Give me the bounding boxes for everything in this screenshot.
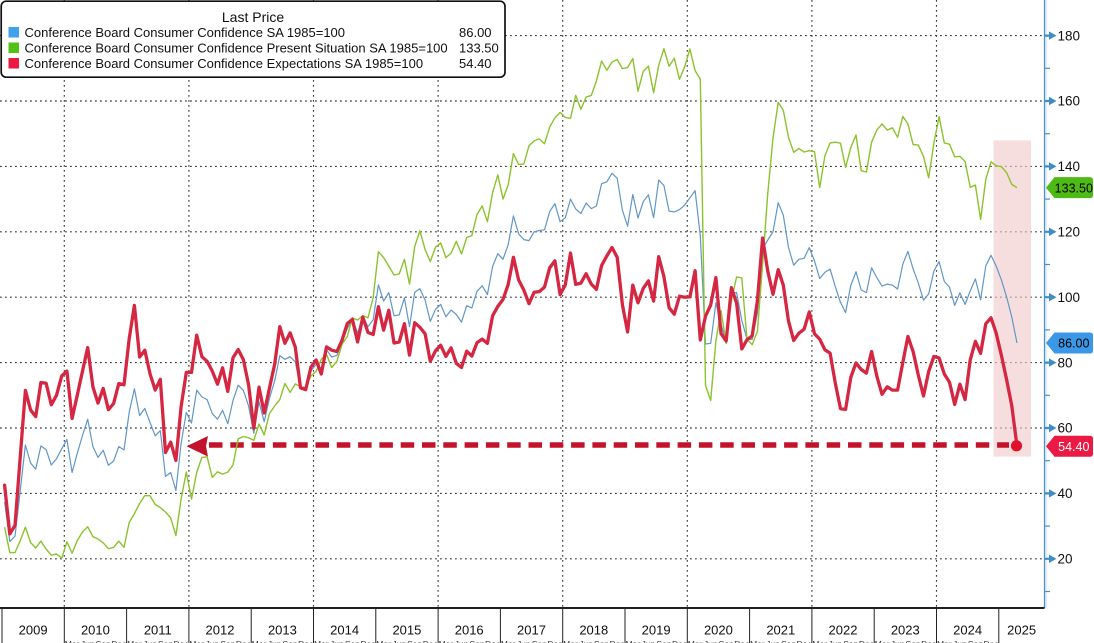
svg-text:Dec: Dec <box>360 639 376 643</box>
svg-text:Sep: Sep <box>220 639 235 643</box>
svg-text:Jun: Jun <box>642 639 656 643</box>
svg-text:86.00: 86.00 <box>1058 337 1089 351</box>
svg-text:180: 180 <box>1058 28 1081 43</box>
svg-text:100: 100 <box>1058 290 1081 305</box>
svg-text:Dec: Dec <box>610 639 626 643</box>
svg-text:Dec: Dec <box>423 639 439 643</box>
svg-text:Mar: Mar <box>563 639 578 643</box>
svg-text:Mar: Mar <box>625 639 640 643</box>
svg-text:Dec: Dec <box>298 639 314 643</box>
svg-text:2024: 2024 <box>953 623 982 638</box>
svg-text:Jun: Jun <box>392 639 406 643</box>
svg-text:Dec: Dec <box>547 639 563 643</box>
svg-text:Jun: Jun <box>517 639 531 643</box>
svg-text:2009: 2009 <box>19 623 48 638</box>
svg-text:2025: 2025 <box>1007 623 1036 638</box>
svg-text:2015: 2015 <box>392 623 421 638</box>
svg-text:2012: 2012 <box>206 623 235 638</box>
svg-text:Dec: Dec <box>921 639 937 643</box>
svg-text:54.40: 54.40 <box>459 56 492 71</box>
svg-text:Sep: Sep <box>781 639 796 643</box>
svg-text:2020: 2020 <box>704 623 733 638</box>
svg-text:120: 120 <box>1058 225 1081 240</box>
svg-text:Jun: Jun <box>330 639 344 643</box>
svg-text:Dec: Dec <box>485 639 501 643</box>
svg-text:Mar: Mar <box>65 639 80 643</box>
svg-text:Conference Board Consumer Conf: Conference Board Consumer Confidence Pre… <box>25 41 448 56</box>
svg-text:Mar: Mar <box>812 639 827 643</box>
svg-text:Mar: Mar <box>314 639 329 643</box>
svg-text:Sep: Sep <box>843 639 858 643</box>
svg-text:Jun: Jun <box>579 639 593 643</box>
svg-text:2018: 2018 <box>579 623 608 638</box>
svg-text:Jun: Jun <box>766 639 780 643</box>
svg-text:2016: 2016 <box>455 623 484 638</box>
svg-text:Dec: Dec <box>174 639 190 643</box>
svg-text:Jun: Jun <box>143 639 157 643</box>
svg-text:2010: 2010 <box>81 623 110 638</box>
svg-text:Sep: Sep <box>345 639 360 643</box>
svg-text:Dec: Dec <box>983 639 999 643</box>
svg-text:Sep: Sep <box>906 639 921 643</box>
svg-text:Mar: Mar <box>252 639 267 643</box>
svg-text:Mar: Mar <box>127 639 142 643</box>
svg-text:2022: 2022 <box>829 623 858 638</box>
svg-text:Mar: Mar <box>750 639 765 643</box>
svg-text:54.40: 54.40 <box>1058 440 1089 454</box>
svg-text:Mar: Mar <box>688 639 703 643</box>
svg-text:Last Price: Last Price <box>222 9 284 25</box>
svg-text:2019: 2019 <box>642 623 671 638</box>
svg-text:2021: 2021 <box>766 623 795 638</box>
svg-text:133.50: 133.50 <box>459 41 499 56</box>
svg-text:Dec: Dec <box>859 639 875 643</box>
svg-text:2017: 2017 <box>517 623 546 638</box>
svg-text:Sep: Sep <box>469 639 484 643</box>
svg-text:2011: 2011 <box>144 623 172 638</box>
svg-text:40: 40 <box>1058 486 1073 501</box>
svg-text:86.00: 86.00 <box>459 25 492 40</box>
svg-text:Dec: Dec <box>672 639 688 643</box>
svg-text:Sep: Sep <box>719 639 734 643</box>
svg-text:2014: 2014 <box>330 623 359 638</box>
svg-text:Mar: Mar <box>189 639 204 643</box>
svg-text:Sep: Sep <box>407 639 422 643</box>
svg-text:Dec: Dec <box>734 639 750 643</box>
svg-text:Dec: Dec <box>111 639 127 643</box>
svg-text:Jun: Jun <box>268 639 282 643</box>
svg-text:Conference Board Consumer Conf: Conference Board Consumer Confidence SA … <box>25 25 346 40</box>
svg-text:Conference Board Consumer Conf: Conference Board Consumer Confidence Exp… <box>25 56 424 71</box>
svg-text:Mar: Mar <box>439 639 454 643</box>
svg-text:133.50: 133.50 <box>1055 181 1093 195</box>
svg-text:Sep: Sep <box>594 639 609 643</box>
svg-text:Dec: Dec <box>797 639 813 643</box>
svg-text:Mar: Mar <box>875 639 890 643</box>
svg-text:Dec: Dec <box>236 639 252 643</box>
svg-text:Sep: Sep <box>158 639 173 643</box>
svg-text:Jun: Jun <box>953 639 967 643</box>
svg-text:2023: 2023 <box>891 623 920 638</box>
svg-text:Sep: Sep <box>283 639 298 643</box>
svg-text:Jun: Jun <box>828 639 842 643</box>
svg-text:80: 80 <box>1058 355 1073 370</box>
svg-text:20: 20 <box>1058 552 1073 567</box>
svg-text:Mar: Mar <box>937 639 952 643</box>
svg-text:60: 60 <box>1058 421 1073 436</box>
svg-text:Sep: Sep <box>532 639 547 643</box>
svg-text:160: 160 <box>1058 94 1081 109</box>
svg-text:140: 140 <box>1058 159 1081 174</box>
svg-text:Jun: Jun <box>205 639 219 643</box>
svg-text:Jun: Jun <box>81 639 95 643</box>
svg-text:Sep: Sep <box>656 639 671 643</box>
svg-text:Mar: Mar <box>501 639 516 643</box>
svg-text:Jun: Jun <box>704 639 718 643</box>
svg-text:Mar: Mar <box>376 639 391 643</box>
svg-text:Jun: Jun <box>891 639 905 643</box>
svg-text:Jun: Jun <box>455 639 469 643</box>
svg-text:2013: 2013 <box>268 623 297 638</box>
svg-text:Sep: Sep <box>968 639 983 643</box>
svg-text:Sep: Sep <box>96 639 111 643</box>
